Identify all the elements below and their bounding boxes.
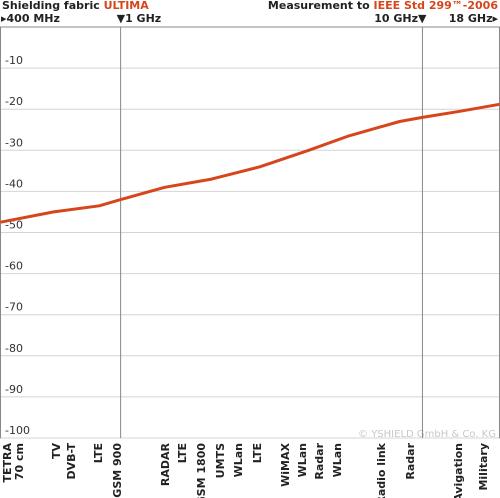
application-label: Radar xyxy=(313,442,326,479)
application-label: Radar xyxy=(404,442,417,479)
x-tick-label: ▼1 GHz xyxy=(117,12,162,25)
application-label: LTE xyxy=(92,443,105,463)
data-line xyxy=(0,102,500,224)
application-label: LTE xyxy=(176,443,189,463)
application-label: WLan xyxy=(232,443,245,477)
application-label: 70 cm xyxy=(13,443,26,480)
application-label: DVB-T xyxy=(65,443,78,480)
y-tick-label: -20 xyxy=(5,95,23,108)
title-highlight: ULTIMA xyxy=(104,0,150,12)
chart-subtitle: Measurement to IEEE Std 299™-2006 xyxy=(268,0,498,12)
copyright: © YSHIELD GmbH & Co. KG xyxy=(358,429,496,440)
y-tick-label: -60 xyxy=(5,260,23,273)
y-tick-label: -40 xyxy=(5,177,23,190)
application-label: UMTS xyxy=(214,443,227,478)
y-tick-label: -10 xyxy=(5,54,23,67)
y-tick-label: -90 xyxy=(5,383,23,396)
application-label: WLan xyxy=(331,443,344,477)
application-label: Military xyxy=(477,443,490,491)
x-tick-label: 18 GHz▸ xyxy=(449,12,499,25)
x-tick-label: ▸400 MHz xyxy=(1,12,60,25)
subtitle-highlight: IEEE Std 299™-2006 xyxy=(374,0,499,12)
application-label: TETRA xyxy=(1,443,14,483)
y-tick-label: -30 xyxy=(5,136,23,149)
application-label: WLan xyxy=(296,443,309,477)
chart-title: Shielding fabric ULTIMA xyxy=(2,0,149,12)
application-label: GSM 1800 xyxy=(195,443,208,498)
application-label: Avigation xyxy=(452,443,465,498)
application-label: WiMAX xyxy=(279,442,292,486)
application-label: Radio link xyxy=(375,442,388,498)
y-tick-label: -100 xyxy=(5,424,30,437)
application-label: RADAR xyxy=(159,442,172,486)
application-label: TV xyxy=(50,443,63,460)
y-tick-label: -70 xyxy=(5,301,23,314)
y-tick-label: -80 xyxy=(5,342,23,355)
application-label: GSM 900 xyxy=(111,443,124,498)
subtitle-text: Measurement to xyxy=(268,0,370,12)
x-tick-label: 10 GHz▼ xyxy=(374,12,427,25)
application-label: LTE xyxy=(251,443,264,463)
title-text: Shielding fabric xyxy=(2,0,100,12)
